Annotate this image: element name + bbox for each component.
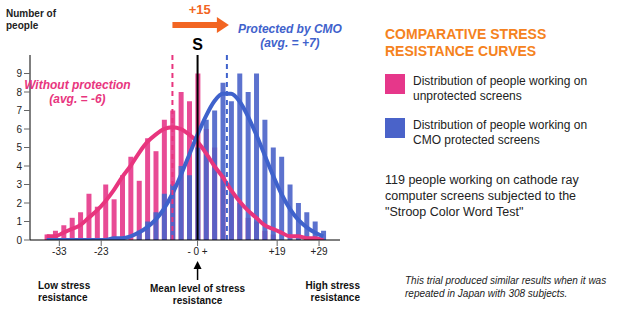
html-text:+15: +15 <box>188 2 211 17</box>
html-text:Mean level of stress resistanc: Mean level of stress resistance <box>150 283 246 306</box>
html-text:High stress resistance: High stress resistance <box>305 280 360 303</box>
html-text:Distribution of people working: Distribution of people working on unprot… <box>413 74 588 103</box>
html-text:119 people working on cathode: 119 people working on cathode ray comput… <box>385 173 579 219</box>
svg-text:3: 3 <box>16 179 22 190</box>
html-text:Distribution of people working: Distribution of people working on CMO pr… <box>413 118 588 147</box>
svg-text:0: 0 <box>16 235 22 246</box>
svg-text:+19: +19 <box>269 246 286 257</box>
svg-text:5: 5 <box>16 142 22 153</box>
html-text:COMPARATIVE STRESS RESISTANCE: COMPARATIVE STRESS RESISTANCE CURVES <box>385 26 547 59</box>
html-text:(avg. = -6): (avg. = -6) <box>49 92 106 106</box>
svg-text:6: 6 <box>16 124 22 135</box>
svg-text:8: 8 <box>16 87 22 98</box>
svg-text:9: 9 <box>16 68 22 79</box>
svg-text:-23: -23 <box>94 246 109 257</box>
html-text:Protected by CMO: Protected by CMO <box>237 22 342 36</box>
html-text:Number of people: Number of people <box>6 8 56 31</box>
svg-text:-33: -33 <box>52 246 67 257</box>
svg-text:+29: +29 <box>311 246 328 257</box>
html-text:Low stress resistance: Low stress resistance <box>38 280 91 303</box>
svg-text:2: 2 <box>16 198 22 209</box>
svg-text:4: 4 <box>16 161 22 172</box>
html-text:(avg. = +7): (avg. = +7) <box>260 36 320 50</box>
html-text:This trial produced similar re: This trial produced similar results when… <box>405 275 607 299</box>
svg-text:1: 1 <box>16 216 22 227</box>
svg-text:- 0 +: - 0 + <box>187 246 207 257</box>
html-text:Without protection: Without protection <box>24 78 131 92</box>
svg-text:S: S <box>192 36 203 53</box>
svg-text:7: 7 <box>16 105 22 116</box>
